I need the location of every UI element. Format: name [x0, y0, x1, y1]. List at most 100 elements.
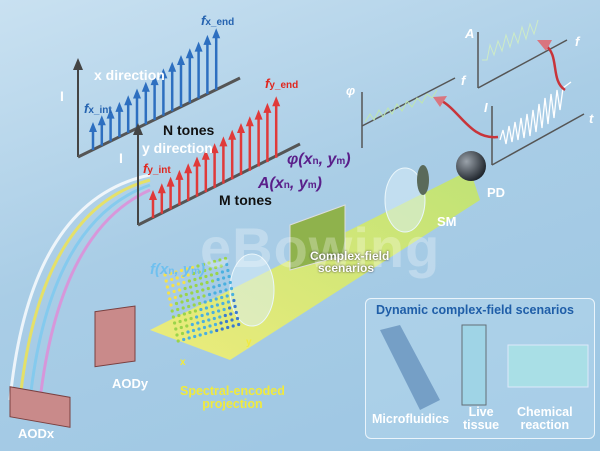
projection-dot: [222, 307, 226, 312]
y-tone-arrow-head: [237, 123, 245, 133]
n-tones-label: N tones: [163, 122, 215, 138]
projection-dot: [176, 307, 180, 312]
photodetector: [456, 151, 486, 181]
time-signal-plot: [491, 81, 585, 166]
projection-dot: [186, 273, 190, 277]
y-tone-arrow-head: [149, 190, 157, 200]
projection-dot: [198, 333, 202, 337]
projection-dot: [180, 331, 185, 336]
x-tone-plot: [73, 28, 241, 159]
projection-y-axis-label: y: [246, 337, 252, 348]
projection-dot: [190, 322, 194, 327]
projection-dot: [210, 304, 214, 309]
f-x-int-label: fx_int: [84, 101, 112, 116]
projection-dot: [181, 306, 185, 310]
x-tone-arrow-head: [185, 48, 194, 59]
projection-dot: [177, 313, 181, 318]
time-intensity-axis-label: I: [484, 100, 488, 115]
projection-dot: [183, 286, 187, 291]
projection-dot: [213, 291, 217, 295]
projection-dot: [179, 294, 183, 298]
projection-dot: [227, 274, 231, 279]
projection-dot: [228, 306, 232, 310]
projection-dot: [219, 321, 223, 325]
y-tone-arrow-head: [210, 143, 219, 154]
projection-dot: [195, 315, 199, 319]
projection-dot: [182, 337, 186, 342]
projection-dot: [182, 312, 186, 316]
y-tone-arrow-head: [166, 176, 175, 187]
projection-dot: [214, 265, 218, 270]
amplitude-function-label: A(xn, ym): [258, 175, 322, 192]
projection-dot: [196, 264, 200, 268]
projection-dot: [214, 297, 218, 301]
projection-dot: [170, 309, 174, 313]
projection-dot: [211, 310, 215, 315]
projection-dot: [215, 271, 219, 276]
projection-dot: [201, 288, 205, 292]
projection-dot: [185, 298, 190, 303]
projection-dot: [215, 328, 219, 333]
projection-dot: [220, 295, 224, 300]
projection-dot: [206, 312, 210, 316]
watermark: eBowing: [200, 216, 441, 279]
x-direction-label: x direction: [94, 67, 165, 83]
projection-dot: [220, 327, 224, 331]
red-arrowhead-amp: [537, 40, 552, 51]
y-tone-arrow-head: [219, 136, 228, 147]
phase-axis-label: φ: [346, 83, 356, 98]
projection-dot: [232, 298, 236, 303]
amplitude-axis-label: A: [465, 26, 475, 41]
projection-dot: [215, 303, 219, 307]
projection-dot: [198, 301, 202, 306]
projection-dot: [200, 313, 204, 318]
projection-dot: [233, 304, 237, 309]
projection-dot: [192, 271, 196, 276]
projection-dot: [195, 289, 199, 294]
projection-dot-grid: [163, 256, 241, 343]
projection-dot: [204, 306, 208, 310]
microfluidics-label: Microfluidics: [372, 412, 450, 426]
projection-dot: [179, 325, 183, 330]
projection-dot: [165, 285, 169, 289]
projection-dot: [168, 271, 173, 276]
x-tone-arrow-head: [115, 101, 124, 112]
projection-dot: [187, 336, 191, 340]
projection-dot: [201, 319, 205, 324]
projection-dot: [231, 324, 235, 328]
projection-dot: [223, 313, 227, 318]
y-tone-plot: [133, 96, 301, 227]
spatial-mask: [417, 165, 429, 195]
projection-dot: [208, 267, 212, 271]
projection-dot: [196, 295, 201, 300]
projection-dot: [174, 327, 178, 331]
projection-dot: [223, 282, 227, 286]
red-arrow-phase: [439, 98, 499, 139]
projection-dot: [182, 280, 186, 285]
projection-dot: [192, 303, 196, 307]
projection-dot: [198, 276, 202, 280]
projection-dot: [201, 262, 206, 267]
projection-dot: [171, 315, 175, 319]
x-tone-arrow-head: [194, 41, 203, 52]
projection-dot: [167, 291, 171, 295]
spectral-encoded-projection-label: Spectral-encoded projection: [180, 384, 285, 411]
projection-dot: [191, 297, 195, 301]
x-tone-arrow-head: [97, 115, 106, 126]
y-tone-arrow-head: [184, 163, 193, 174]
projection-dot: [196, 321, 200, 325]
projection-dot: [207, 261, 211, 265]
x-tone-arrow-head: [159, 68, 168, 79]
chemical-reaction-tank: [507, 344, 589, 388]
projection-dot: [219, 264, 223, 268]
amplitude-f-axis-label: f: [575, 34, 580, 49]
projection-dot: [212, 285, 216, 289]
x-tone-arrow-head: [150, 75, 159, 86]
projection-dot: [222, 276, 226, 280]
projection-dot: [204, 274, 208, 279]
projection-dot: [209, 273, 213, 277]
projection-dot: [208, 324, 212, 328]
projection-dot: [168, 297, 172, 301]
x-intensity-axis-label: I: [60, 88, 64, 104]
projection-dot: [225, 294, 229, 298]
